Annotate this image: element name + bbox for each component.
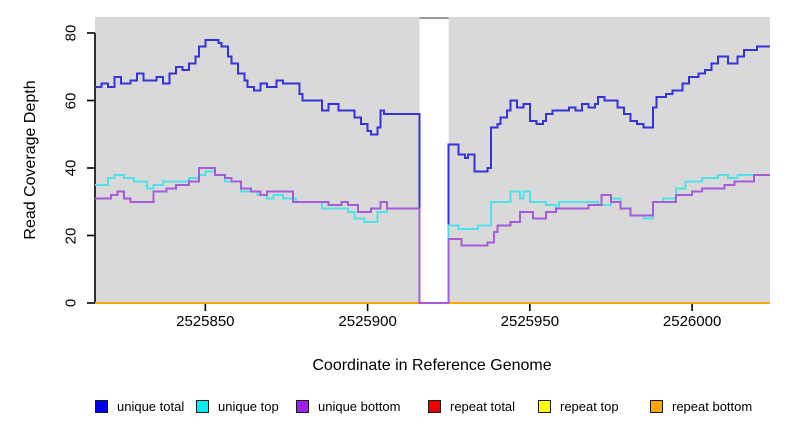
- legend-item-unique-total: unique total: [95, 399, 184, 414]
- legend-swatch-icon: [296, 400, 309, 413]
- legend-item-repeat-top: repeat top: [538, 399, 619, 414]
- legend-label: unique total: [117, 399, 185, 414]
- legend-item-repeat-total: repeat total: [428, 399, 515, 414]
- x-tick-label: 2525950: [500, 313, 560, 330]
- legend-swatch-icon: [650, 400, 663, 413]
- x-tick-label: 2526000: [662, 313, 722, 330]
- legend-label: repeat total: [450, 399, 516, 414]
- x-tick-label: 2525900: [338, 313, 397, 330]
- legend-swatch-icon: [428, 400, 441, 413]
- legend-label: unique top: [218, 399, 279, 414]
- series-line-unique-total: [95, 38, 770, 304]
- series-line-unique-bottom: [95, 167, 770, 304]
- legend-label: repeat top: [560, 399, 619, 414]
- x-axis-title: Coordinate in Reference Genome: [312, 357, 552, 374]
- legend-label: unique bottom: [318, 399, 401, 414]
- legend-item-unique-bottom: unique bottom: [296, 399, 400, 414]
- y-tick-label: 20: [62, 227, 80, 244]
- coverage-gap-band: [419, 17, 449, 303]
- y-tick-label: 60: [62, 92, 80, 109]
- y-axis-title: Read Coverage Depth: [22, 80, 39, 240]
- legend-label: repeat bottom: [672, 399, 753, 414]
- legend-swatch-icon: [196, 400, 209, 413]
- legend-swatch-icon: [95, 400, 108, 413]
- y-tick-label: 0: [62, 298, 80, 308]
- legend-swatch-icon: [538, 400, 551, 413]
- coverage-gap-top-edge: [419, 17, 449, 19]
- y-tick-label: 80: [62, 24, 80, 42]
- legend-item-unique-top: unique top: [196, 399, 279, 414]
- x-tick-label: 2525850: [176, 313, 235, 330]
- y-tick-label: 40: [62, 159, 80, 177]
- legend-item-repeat-bottom: repeat bottom: [650, 399, 752, 414]
